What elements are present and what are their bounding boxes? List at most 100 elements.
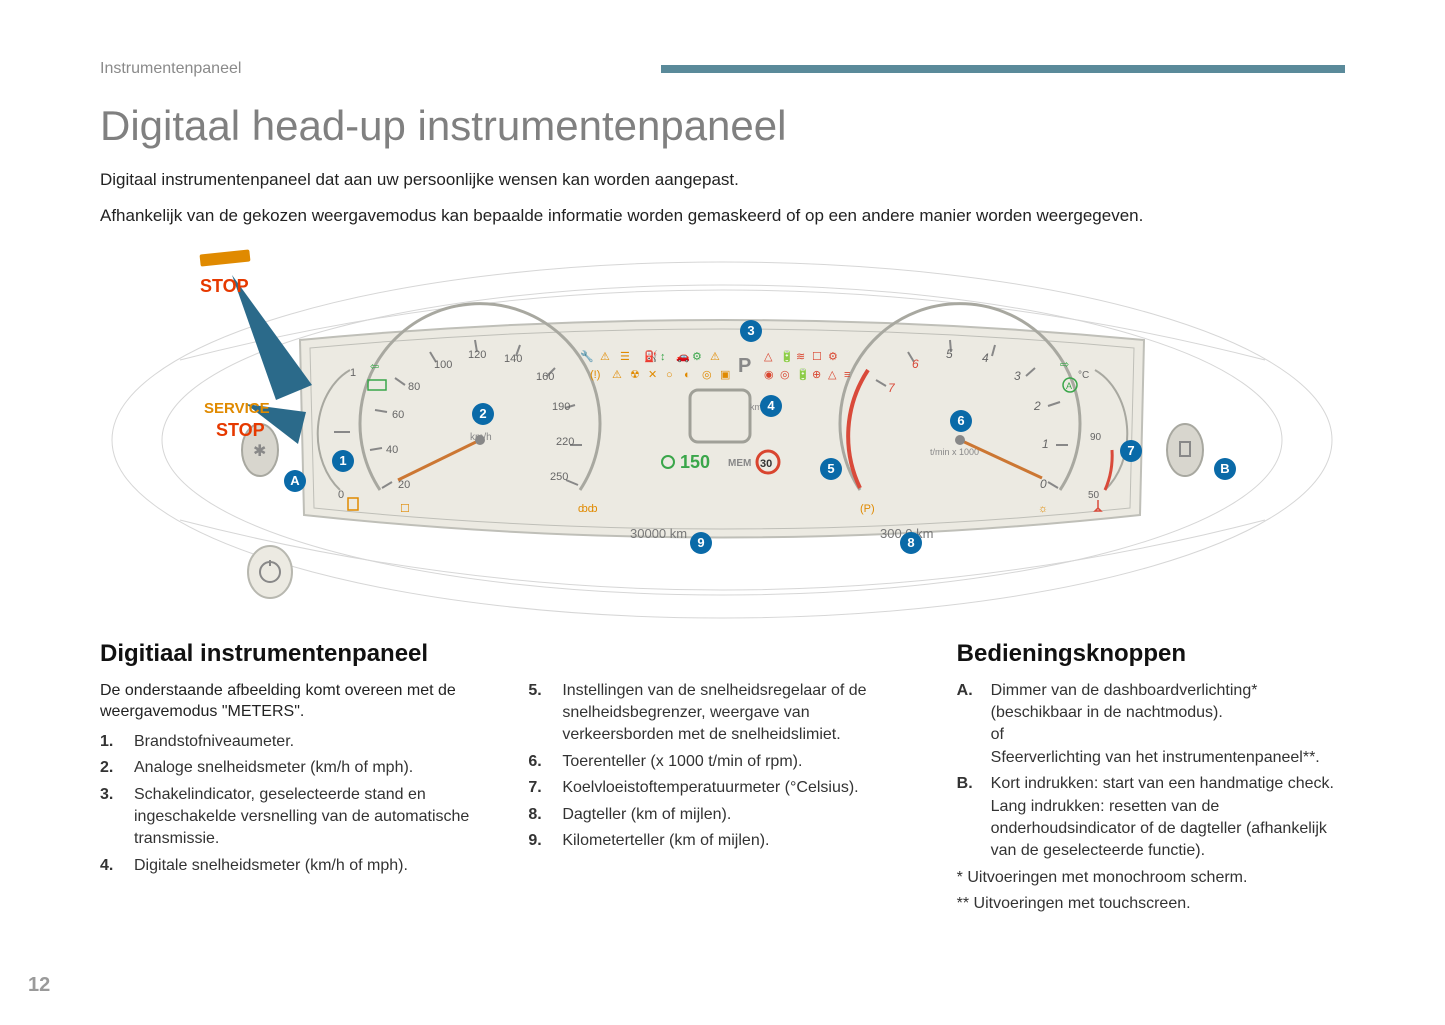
subheading-controls: Bedieningsknoppen (957, 640, 1345, 668)
list-item-text: Dimmer van de dashboardverlichting* (bes… (991, 680, 1345, 770)
svg-text:⛽: ⛽ (644, 350, 658, 363)
callout-number: 3 (740, 320, 762, 342)
callout-number: 7 (1120, 440, 1142, 462)
svg-text:100: 100 (434, 359, 452, 371)
svg-text:○: ○ (666, 369, 673, 381)
svg-text:6: 6 (912, 357, 919, 371)
list-item-text: Toerenteller (x 1000 t/min of rpm). (562, 751, 802, 773)
svg-text:☰: ☰ (620, 351, 630, 363)
svg-text:1: 1 (1042, 437, 1049, 451)
svg-text:☐: ☐ (812, 351, 822, 363)
callout-number: 1 (332, 450, 354, 472)
svg-text:◎: ◎ (702, 369, 712, 381)
column-mid: 5.Instellingen van de snelheidsregelaar … (528, 640, 916, 916)
intro-line: Digitaal instrumentenpaneel dat aan uw p… (100, 168, 1345, 192)
svg-text:▣: ▣ (720, 369, 730, 381)
numbered-list: 1. Brandstofniveaumeter. 2.Analoge snelhei… (100, 731, 488, 877)
intro-line: Afhankelijk van de gekozen weergavemodus… (100, 204, 1345, 228)
callout-number: 6 (950, 410, 972, 432)
svg-text:☼: ☼ (1038, 503, 1048, 515)
svg-text:1: 1 (350, 367, 356, 379)
list-item: 3.Schakelindicator, geselecteerde stand … (100, 784, 488, 851)
list-item: 2.Analoge snelheidsmeter (km/h of mph). (100, 757, 488, 779)
svg-text:⚠: ⚠ (612, 369, 622, 381)
svg-text:✱: ✱ (253, 443, 266, 460)
odometer-total: 30000 km (630, 526, 687, 541)
list-item-text: Dagteller (km of mijlen). (562, 804, 731, 826)
list-item: A.Dimmer van de dashboardverlichting* (b… (957, 680, 1345, 770)
right-control-pod (1167, 424, 1203, 476)
service-label: SERVICE (204, 400, 270, 417)
svg-text:190: 190 (552, 401, 570, 413)
svg-text:⚙: ⚙ (828, 351, 838, 363)
svg-text:60: 60 (392, 409, 404, 421)
list-item-number: 6. (528, 751, 548, 773)
svg-text:⚠: ⚠ (710, 351, 720, 363)
svg-text:5: 5 (946, 347, 953, 361)
numbered-list: 5.Instellingen van de snelheidsregelaar … (528, 680, 916, 853)
svg-text:≋: ≋ (796, 351, 805, 363)
callout-letter: B (1214, 458, 1236, 480)
list-item-text: Kilometerteller (km of mijlen). (562, 830, 769, 852)
svg-text:150: 150 (680, 452, 710, 472)
svg-text:△: △ (764, 351, 773, 363)
svg-text:ȸȸ: ȸȸ (578, 503, 598, 515)
svg-text:250: 250 (550, 471, 568, 483)
svg-text:140: 140 (504, 353, 522, 365)
svg-text:✕: ✕ (648, 369, 657, 381)
subheading-digital: Digitiaal instrumentenpaneel (100, 640, 488, 668)
svg-text:◉: ◉ (764, 369, 774, 381)
section-label: Instrumentenpaneel (100, 60, 241, 78)
svg-text:2: 2 (1033, 399, 1041, 413)
svg-text:20: 20 (398, 479, 410, 491)
list-item: 5.Instellingen van de snelheidsregelaar … (528, 680, 916, 747)
instrument-panel-diagram: 20 40 60 80 100 120 140 160 190 220 250 … (100, 240, 1345, 620)
diagram-svg: 20 40 60 80 100 120 140 160 190 220 250 … (100, 240, 1345, 620)
list-item-number: 8. (528, 804, 548, 826)
list-item-text: Brandstofniveaumeter. (134, 731, 294, 753)
list-item-number: 2. (100, 757, 120, 779)
callout-number: 2 (472, 403, 494, 425)
svg-text:🔋: 🔋 (780, 350, 794, 363)
list-item: B.Kort indrukken: start van een handmati… (957, 773, 1345, 863)
svg-text:°C: °C (1078, 370, 1089, 381)
svg-text:◐: ◐ (684, 369, 691, 381)
content-columns: Digitiaal instrumentenpaneel De ondersta… (100, 640, 1345, 916)
alpha-list: A.Dimmer van de dashboardverlichting* (b… (957, 680, 1345, 863)
page-number: 12 (28, 974, 50, 997)
lead-text: De onderstaande afbeelding komt overeen … (100, 680, 488, 723)
list-item: 9. Kilometerteller (km of mijlen). (528, 830, 916, 852)
svg-text:☐: ☐ (400, 503, 410, 515)
svg-text:(P): (P) (860, 503, 875, 515)
svg-text:⊕: ⊕ (812, 369, 821, 381)
svg-text:220: 220 (556, 436, 574, 448)
svg-text:🔧: 🔧 (580, 349, 594, 363)
svg-text:◎: ◎ (780, 369, 790, 381)
intro-block: Digitaal instrumentenpaneel dat aan uw p… (100, 168, 1345, 228)
list-item-number: 9. (528, 830, 548, 852)
callout-number: 5 (820, 458, 842, 480)
list-item-text: Schakelindicator, geselecteerde stand en… (134, 784, 488, 851)
svg-text:40: 40 (386, 444, 398, 456)
list-item-text: Kort indrukken: start van een handmatige… (991, 773, 1345, 863)
svg-text:↕: ↕ (660, 351, 666, 363)
list-item-number: 7. (528, 777, 548, 799)
list-item: 1. Brandstofniveaumeter. (100, 731, 488, 753)
list-item-number: 3. (100, 784, 120, 851)
column-right: Bedieningsknoppen A.Dimmer van de dashbo… (957, 640, 1345, 916)
list-item-number: 1. (100, 731, 120, 753)
svg-text:120: 120 (468, 349, 486, 361)
svg-text:t/min x 1000: t/min x 1000 (930, 447, 979, 457)
list-item: 6. Toerenteller (x 1000 t/min of rpm). (528, 751, 916, 773)
svg-text:50: 50 (1088, 490, 1100, 501)
svg-text:MEM: MEM (728, 458, 751, 469)
callout-letter: A (284, 470, 306, 492)
svg-text:3: 3 (1014, 369, 1021, 383)
footnotes: * Uitvoeringen met monochroom scherm. **… (957, 867, 1345, 916)
list-item-text: Digitale snelheidsmeter (km/h of mph). (134, 855, 408, 877)
callout-number: 9 (690, 532, 712, 554)
svg-text:(!): (!) (590, 369, 600, 381)
svg-text:30: 30 (760, 458, 772, 470)
svg-text:≡: ≡ (844, 369, 850, 381)
svg-text:☢: ☢ (630, 369, 640, 381)
